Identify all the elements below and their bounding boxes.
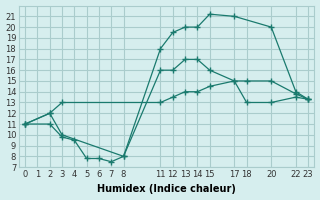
X-axis label: Humidex (Indice chaleur): Humidex (Indice chaleur) <box>97 184 236 194</box>
